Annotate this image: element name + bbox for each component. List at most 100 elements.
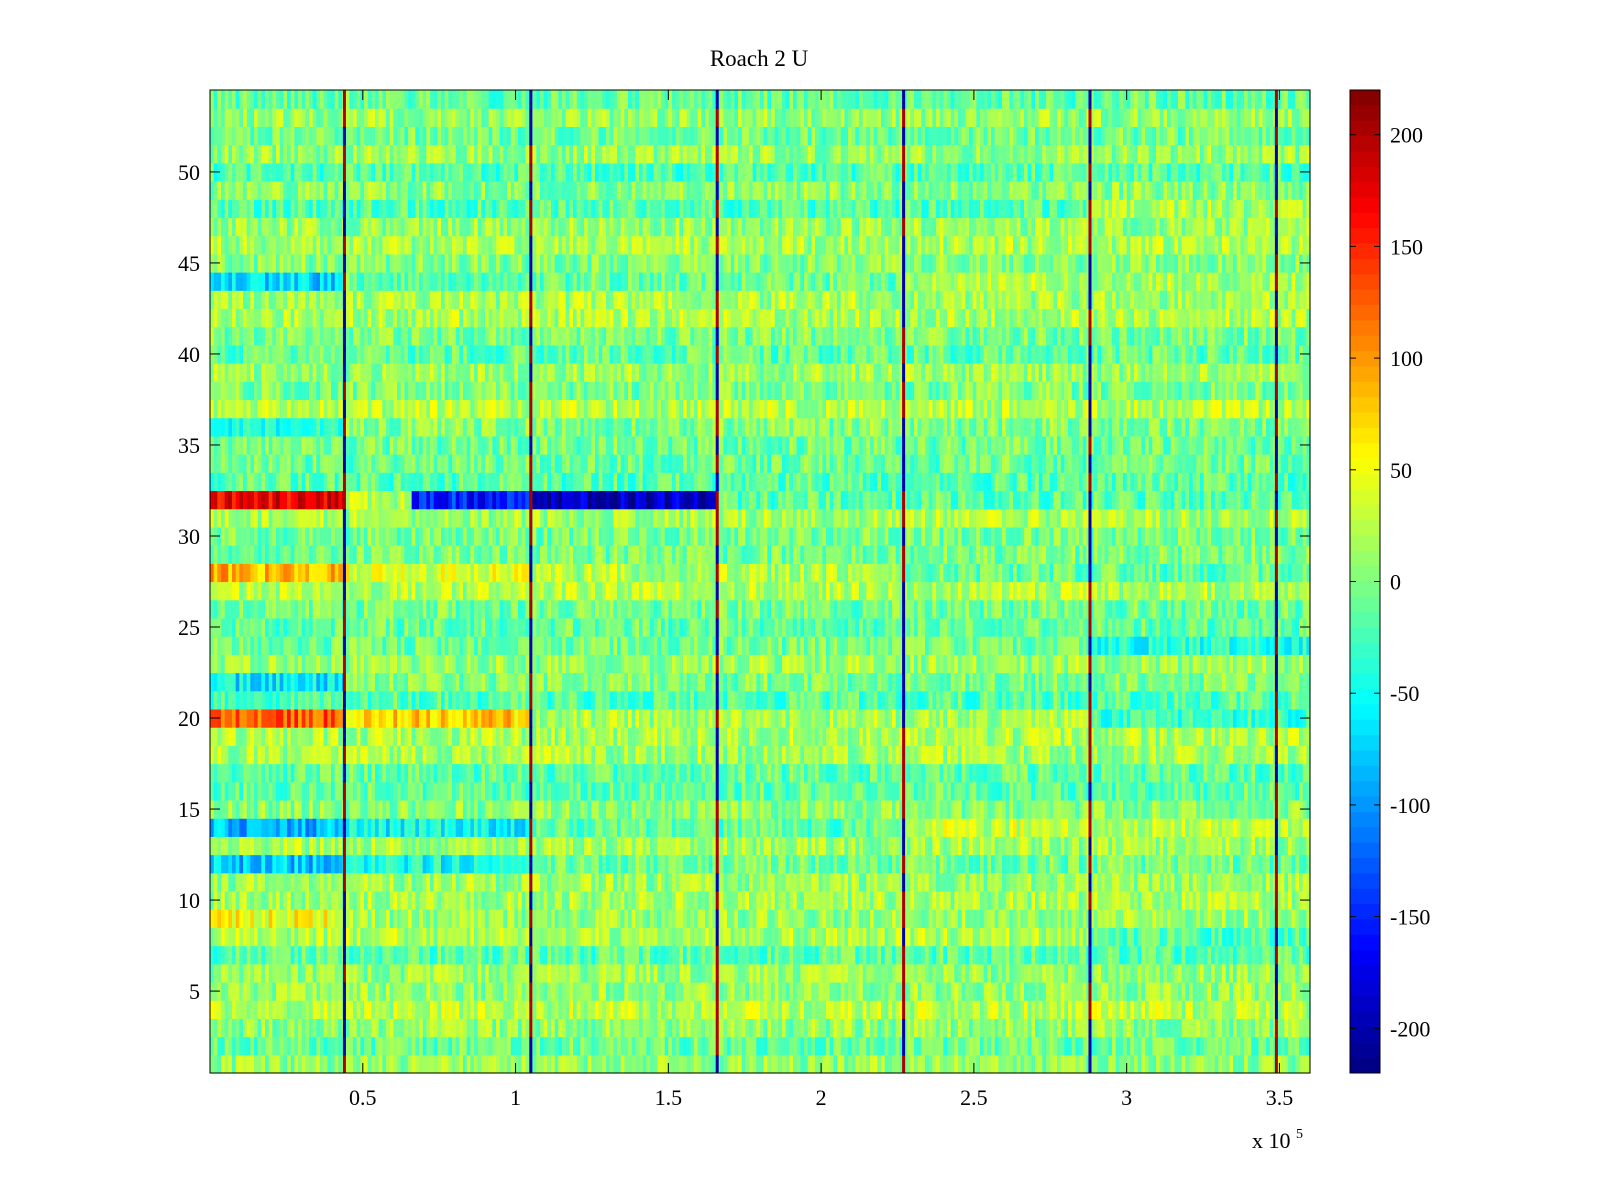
heatmap-cell (547, 909, 552, 928)
heatmap-cell (228, 672, 233, 692)
heatmap-cell (257, 963, 262, 983)
heatmap-cell (345, 144, 350, 164)
heatmap-cell (331, 672, 336, 692)
heatmap-cell (386, 563, 391, 583)
heatmap-cell (283, 344, 288, 364)
heatmap-cell (386, 545, 391, 564)
heatmap-cell (404, 1018, 409, 1038)
heatmap-cell (437, 235, 442, 255)
heatmap-cell (217, 672, 222, 692)
heatmap-cell (510, 344, 515, 364)
heatmap-cell (349, 126, 354, 146)
heatmap-cell (422, 508, 427, 528)
heatmap-cell (485, 144, 490, 164)
heatmap-cell (488, 890, 493, 910)
heatmap-cell (488, 272, 493, 291)
heatmap-cell (265, 963, 270, 983)
heatmap-cell (353, 927, 358, 947)
heatmap-cell (331, 1000, 336, 1019)
heatmap-cell (239, 1000, 244, 1019)
heatmap-cell (265, 1000, 270, 1019)
heatmap-cell (452, 272, 457, 291)
heatmap-cell (349, 563, 354, 583)
heatmap-cell (290, 781, 295, 801)
heatmap-cell (294, 181, 299, 200)
heatmap-cell (448, 162, 453, 182)
heatmap-cell (338, 235, 343, 255)
heatmap-cell (507, 727, 512, 746)
heatmap-cell (437, 872, 442, 892)
heatmap-cell (393, 1054, 398, 1074)
heatmap-cell (367, 545, 372, 564)
heatmap-cell (290, 472, 295, 492)
heatmap-cell (463, 108, 468, 127)
heatmap-cell (404, 363, 409, 382)
heatmap-cell (224, 672, 229, 692)
heatmap-cell (371, 235, 376, 255)
heatmap-cell (301, 799, 306, 819)
heatmap-cell (320, 963, 325, 983)
heatmap-cell (485, 818, 490, 837)
heatmap-cell (532, 235, 537, 255)
heatmap-cell (309, 763, 314, 783)
heatmap-cell (356, 162, 361, 182)
heatmap-cell (378, 763, 383, 783)
heatmap-cell (466, 290, 471, 310)
heatmap-cell (327, 1018, 332, 1038)
heatmap-cell (371, 708, 376, 728)
heatmap-cell (239, 763, 244, 783)
heatmap-cell (364, 945, 369, 965)
heatmap-cell (543, 927, 548, 947)
heatmap-cell (426, 927, 431, 947)
heatmap-cell (543, 90, 548, 109)
heatmap-cell (477, 290, 482, 310)
heatmap-cell (470, 490, 475, 510)
heatmap-cell (419, 363, 424, 382)
heatmap-cell (279, 763, 284, 783)
heatmap-cell (393, 108, 398, 127)
heatmap-cell (320, 581, 325, 601)
heatmap-cell (316, 526, 321, 546)
heatmap-cell (455, 181, 460, 200)
heatmap-cell (301, 818, 306, 837)
heatmap-cell (323, 799, 328, 819)
heatmap-cell (378, 363, 383, 382)
heatmap-cell (514, 545, 519, 564)
heatmap-cell (422, 199, 427, 219)
heatmap-cell (265, 708, 270, 728)
heatmap-cell (470, 854, 475, 874)
heatmap-cell (466, 945, 471, 965)
heatmap-cell (228, 508, 233, 528)
heatmap-cell (393, 617, 398, 637)
heatmap-cell (411, 272, 416, 291)
heatmap-cell (459, 599, 464, 619)
heatmap-cell (235, 654, 240, 674)
heatmap-cell (444, 854, 449, 874)
heatmap-cell (276, 854, 281, 874)
heatmap-cell (459, 690, 464, 710)
heatmap-cell (309, 490, 314, 510)
heatmap-cell (232, 708, 237, 728)
heatmap-cell (382, 945, 387, 965)
heatmap-cell (294, 417, 299, 437)
heatmap-cell (338, 727, 343, 746)
heatmap-cell (452, 181, 457, 200)
heatmap-cell (224, 745, 229, 765)
heatmap-cell (221, 981, 226, 1001)
heatmap-cell (430, 581, 435, 601)
heatmap-cell (422, 454, 427, 473)
heatmap-cell (246, 799, 251, 819)
heatmap-cell (279, 1018, 284, 1038)
heatmap-cell (419, 617, 424, 637)
heatmap-cell (452, 727, 457, 746)
heatmap-cell (235, 162, 240, 182)
heatmap-cell (235, 927, 240, 947)
heatmap-cell (463, 690, 468, 710)
heatmap-cell (426, 945, 431, 965)
heatmap-cell (466, 381, 471, 401)
heatmap-cell (397, 963, 402, 983)
heatmap-cell (507, 472, 512, 492)
heatmap-cell (334, 326, 339, 346)
heatmap-cell (507, 890, 512, 910)
heatmap-cell (232, 381, 237, 401)
